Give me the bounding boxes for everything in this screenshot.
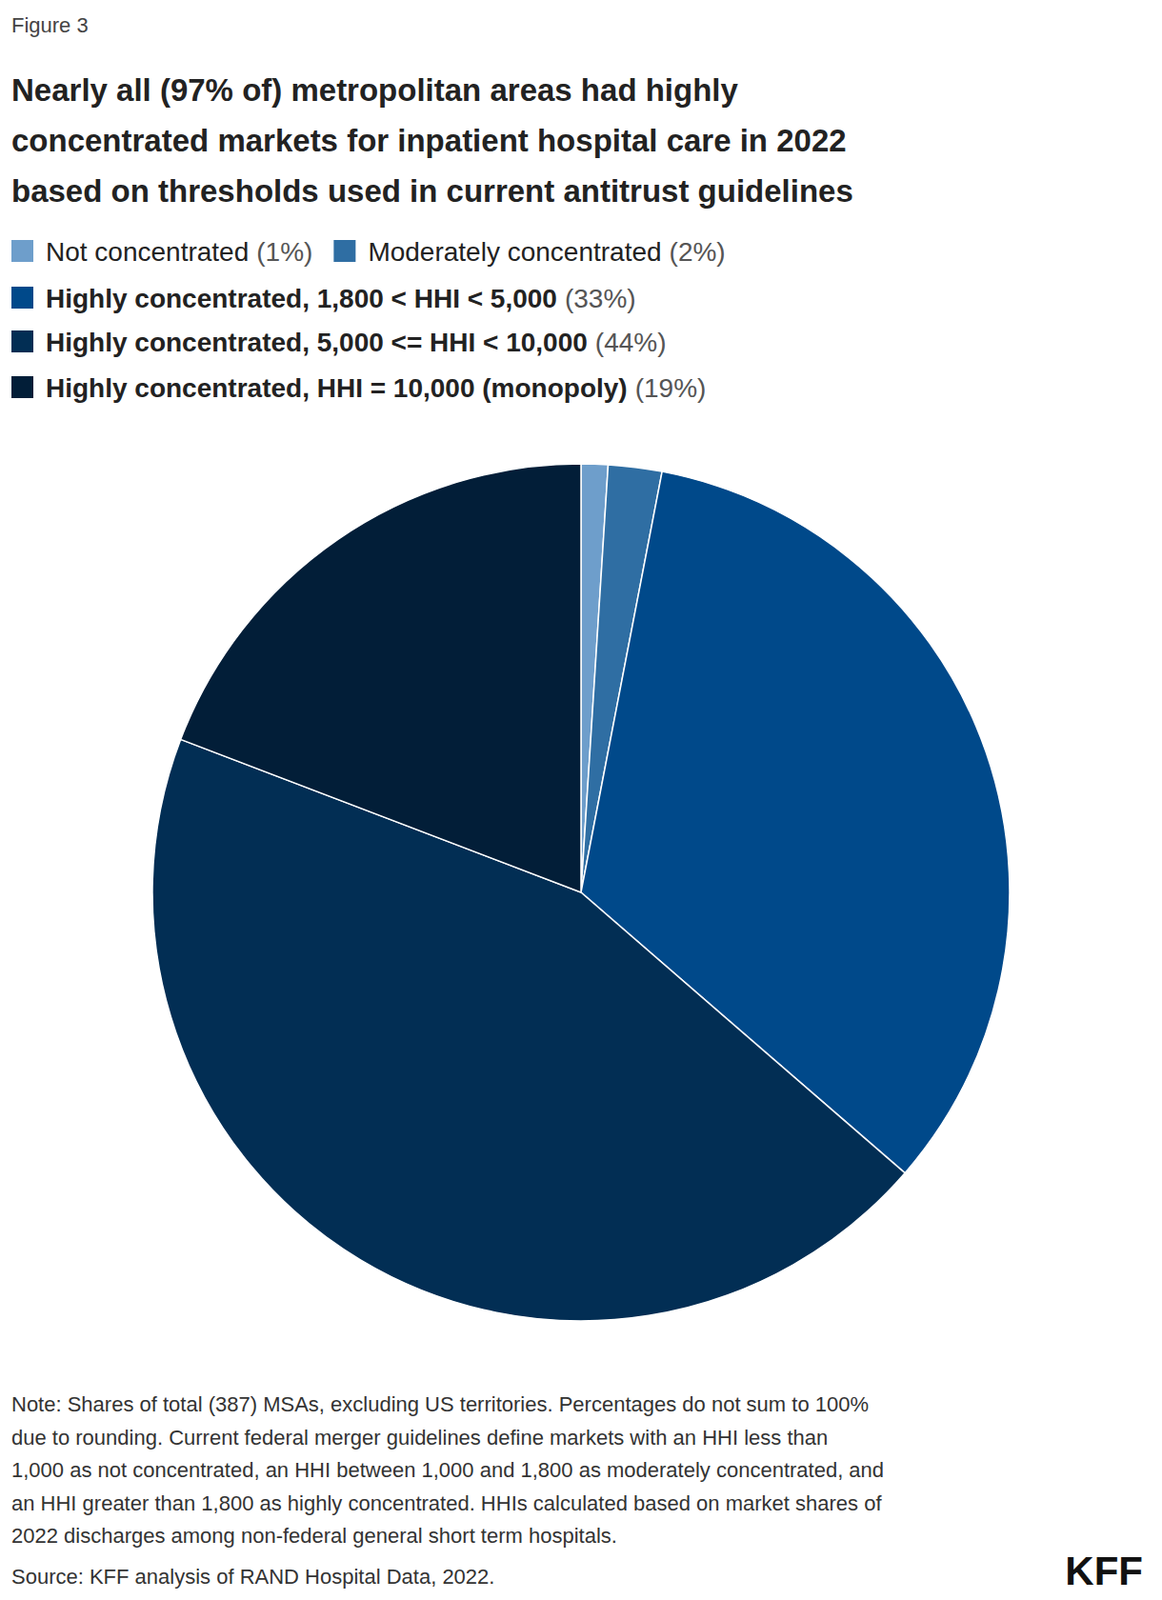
legend-swatch [333,240,356,262]
legend-name: Not concentrated [45,237,249,267]
legend-item: Not concentrated(1%) [11,237,313,267]
title: Nearly all (97% of) metropolitan areas h… [11,72,854,209]
title-line: Nearly all (97% of) metropolitan areas h… [11,72,740,108]
legend-item: Highly concentrated, 1,800 < HHI < 5,000… [11,283,637,314]
legend-swatch [11,286,34,309]
note: Note: Shares of total (387) MSAs, exclud… [11,1392,884,1548]
legend-name: Moderately concentrated [367,237,662,267]
legend: Not concentrated(1%) Moderately concentra… [11,237,726,403]
legend-value: (1%) [256,237,313,267]
legend-swatch [11,240,34,262]
legend-value: (33%) [564,283,637,314]
legend-item: Highly concentrated, HHI = 10,000 (monop… [11,373,706,403]
legend-name: Highly concentrated, 1,800 < HHI < 5,000 [45,283,558,314]
legend-item: Moderately concentrated(2%) [333,237,725,267]
note-line: Note: Shares of total (387) MSAs, exclud… [11,1392,869,1417]
legend-label: Highly concentrated, 5,000 <= HHI < 10,0… [45,327,667,358]
figure-label: Figure 3 [11,13,89,38]
legend-label: Highly concentrated, HHI = 10,000 (monop… [45,373,706,403]
title-line: based on thresholds used in current anti… [11,173,854,209]
legend-label: Moderately concentrated(2%) [367,237,725,267]
legend-value: (2%) [669,237,726,267]
legend-name: Highly concentrated, 5,000 <= HHI < 10,0… [45,327,588,358]
chart: Figure 3 Nearly all (97% of) metropolitan… [0,0,1162,1600]
note-line: 1,000 as not concentrated, an HHI betwee… [11,1458,884,1483]
legend-name: Highly concentrated, HHI = 10,000 (monop… [45,373,628,403]
legend-label: Not concentrated(1%) [45,237,313,267]
legend-swatch [11,330,34,353]
legend-label: Highly concentrated, 1,800 < HHI < 5,000… [45,283,637,314]
pie [152,463,1010,1322]
logo: KFF [1064,1548,1143,1594]
legend-value: (19%) [635,373,707,403]
source: Source: KFF analysis of RAND Hospital Da… [11,1564,495,1589]
note-line: an HHI greater than 1,800 as highly conc… [11,1491,882,1516]
legend-value: (44%) [595,327,667,358]
legend-swatch [11,376,34,399]
legend-item: Highly concentrated, 5,000 <= HHI < 10,0… [11,327,667,358]
note-line: due to rounding. Current federal merger … [11,1425,828,1450]
slice [180,463,581,893]
note-line: 2022 discharges among non-federal genera… [11,1523,618,1548]
title-line: concentrated markets for inpatient hospi… [11,122,847,159]
